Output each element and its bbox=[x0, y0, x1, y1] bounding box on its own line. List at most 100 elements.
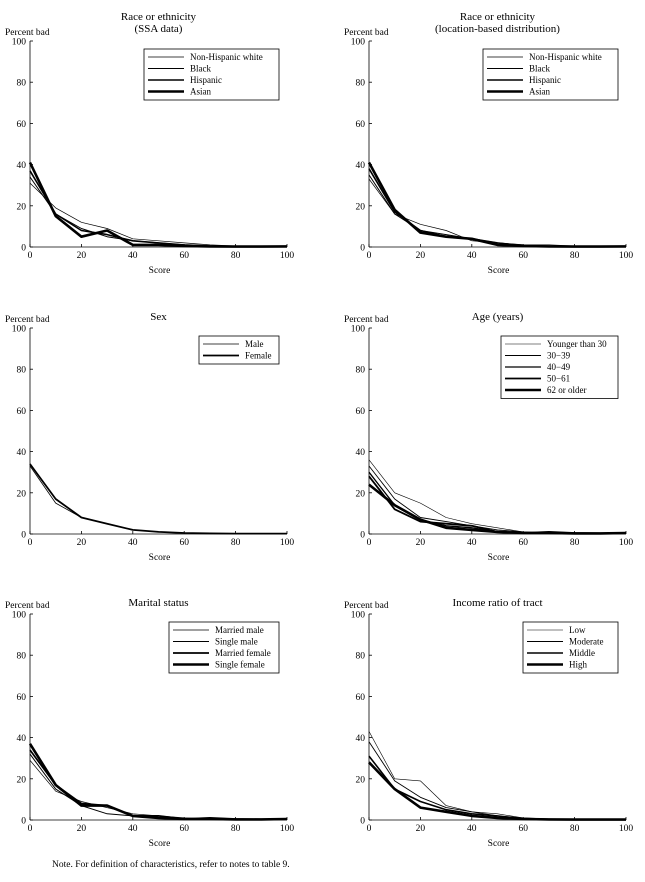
series-line-4 bbox=[367, 161, 627, 248]
x-axis-label: Score bbox=[488, 266, 510, 276]
x-tick-label: 0 bbox=[367, 251, 372, 261]
x-tick-label: 80 bbox=[570, 251, 580, 261]
legend-label: 62 or older bbox=[547, 385, 587, 395]
legend-label: Married female bbox=[215, 648, 271, 658]
chart-panel-3: Sex Percent bad 0 20 40 60 80 100 0 20 40 60 80 100 Sc… bbox=[5, 311, 294, 563]
x-tick-label: 20 bbox=[77, 251, 87, 261]
legend-label: 40−49 bbox=[547, 362, 571, 372]
x-tick-label: 20 bbox=[416, 538, 426, 548]
x-tick-label: 100 bbox=[280, 538, 295, 548]
legend-label: Hispanic bbox=[190, 75, 222, 85]
series-line-2 bbox=[368, 741, 626, 821]
chart-panel-1: Race or ethnicity(SSA data) Percent bad 0 2… bbox=[5, 11, 294, 276]
x-tick-label: 60 bbox=[179, 824, 189, 834]
legend-label: Non-Hispanic white bbox=[529, 52, 602, 62]
y-tick-label: 20 bbox=[17, 489, 27, 499]
y-tick-label: 20 bbox=[17, 775, 27, 785]
y-tick-label: 0 bbox=[360, 244, 365, 254]
y-tick-label: 0 bbox=[21, 244, 26, 254]
y-tick-label: 20 bbox=[356, 775, 366, 785]
y-tick-label: 0 bbox=[21, 817, 26, 827]
y-tick-label: 40 bbox=[356, 734, 366, 744]
chart-panel-4: Age (years) Percent bad 0 20 40 60 80 100 0 20 40 6… bbox=[344, 311, 633, 563]
x-tick-label: 80 bbox=[570, 538, 580, 548]
series-line-1 bbox=[368, 459, 627, 534]
chart-title: Sex bbox=[150, 311, 167, 323]
chart-title: Race or ethnicity bbox=[121, 11, 197, 23]
y-tick-label: 60 bbox=[356, 693, 366, 703]
x-tick-label: 60 bbox=[518, 538, 528, 548]
x-tick-label: 20 bbox=[416, 824, 426, 834]
legend-label: Hispanic bbox=[529, 75, 561, 85]
x-tick-label: 80 bbox=[231, 824, 241, 834]
x-axis-label: Score bbox=[488, 839, 510, 849]
legend-label: Male bbox=[245, 339, 264, 349]
y-tick-label: 100 bbox=[12, 611, 27, 621]
chart-panel-6: Income ratio of tract Percent bad 0 20 40 60 8… bbox=[344, 597, 633, 849]
chart-panel-2: Race or ethnicity(location-based distrib… bbox=[344, 11, 633, 276]
series-line-2 bbox=[29, 176, 288, 247]
y-tick-label: 20 bbox=[17, 202, 27, 212]
series-line-2 bbox=[368, 174, 627, 247]
series-line-5 bbox=[368, 483, 627, 535]
y-tick-label: 40 bbox=[356, 448, 366, 458]
x-tick-label: 100 bbox=[619, 824, 634, 834]
legend-label: Moderate bbox=[569, 637, 603, 647]
x-axis-label: Score bbox=[149, 839, 171, 849]
y-tick-label: 0 bbox=[21, 531, 26, 541]
legend-label: 50−61 bbox=[547, 374, 570, 384]
y-tick-label: 100 bbox=[12, 325, 27, 335]
series-line-4 bbox=[368, 475, 627, 535]
legend-label: Black bbox=[529, 64, 550, 74]
x-tick-label: 40 bbox=[128, 538, 138, 548]
x-tick-label: 60 bbox=[518, 251, 528, 261]
y-tick-label: 80 bbox=[17, 79, 27, 89]
x-tick-label: 0 bbox=[28, 538, 33, 548]
series-line-3 bbox=[368, 471, 626, 535]
series-line-4 bbox=[28, 743, 288, 821]
x-tick-label: 80 bbox=[231, 538, 241, 548]
x-tick-label: 0 bbox=[28, 824, 33, 834]
x-tick-label: 100 bbox=[280, 824, 295, 834]
legend-label: Low bbox=[569, 625, 586, 635]
x-axis-label: Score bbox=[149, 266, 171, 276]
x-axis-label: Score bbox=[488, 553, 510, 563]
series-line-2 bbox=[368, 465, 626, 534]
y-tick-label: 20 bbox=[356, 489, 366, 499]
y-tick-label: 40 bbox=[356, 161, 366, 171]
legend-label: Single female bbox=[215, 660, 265, 670]
footnote: Note. For definition of characteristics,… bbox=[52, 860, 290, 870]
x-tick-label: 100 bbox=[280, 251, 295, 261]
y-tick-label: 60 bbox=[17, 120, 27, 130]
x-tick-label: 20 bbox=[77, 824, 87, 834]
y-axis-label: Percent bad bbox=[344, 315, 389, 325]
x-axis-label: Score bbox=[149, 553, 171, 563]
x-tick-label: 40 bbox=[128, 251, 138, 261]
legend-label: High bbox=[569, 660, 588, 670]
y-tick-label: 60 bbox=[17, 693, 27, 703]
chart-title: Age (years) bbox=[472, 311, 524, 323]
chart-title: Race or ethnicity bbox=[460, 11, 536, 23]
y-axis-label: Percent bad bbox=[5, 28, 50, 38]
legend-label: Younger than 30 bbox=[547, 339, 607, 349]
x-tick-label: 40 bbox=[467, 251, 477, 261]
chart-title: (location-based distribution) bbox=[435, 23, 560, 35]
legend-box bbox=[198, 335, 280, 365]
series-line-3 bbox=[368, 168, 626, 248]
chart-title: Income ratio of tract bbox=[452, 597, 542, 609]
y-tick-label: 60 bbox=[356, 407, 366, 417]
y-tick-label: 100 bbox=[351, 38, 366, 48]
y-axis-label: Percent bad bbox=[5, 315, 50, 325]
y-tick-label: 40 bbox=[17, 161, 27, 171]
series-line-2 bbox=[29, 463, 287, 535]
legend-label: Female bbox=[245, 351, 272, 361]
legend-label: 30−39 bbox=[547, 351, 571, 361]
legend-label: Asian bbox=[190, 87, 211, 97]
y-tick-label: 0 bbox=[360, 817, 365, 827]
x-tick-label: 80 bbox=[570, 824, 580, 834]
legend-label: Non-Hispanic white bbox=[190, 52, 263, 62]
y-tick-label: 80 bbox=[17, 366, 27, 376]
series-line-4 bbox=[28, 161, 288, 248]
y-axis-label: Percent bad bbox=[344, 601, 389, 611]
